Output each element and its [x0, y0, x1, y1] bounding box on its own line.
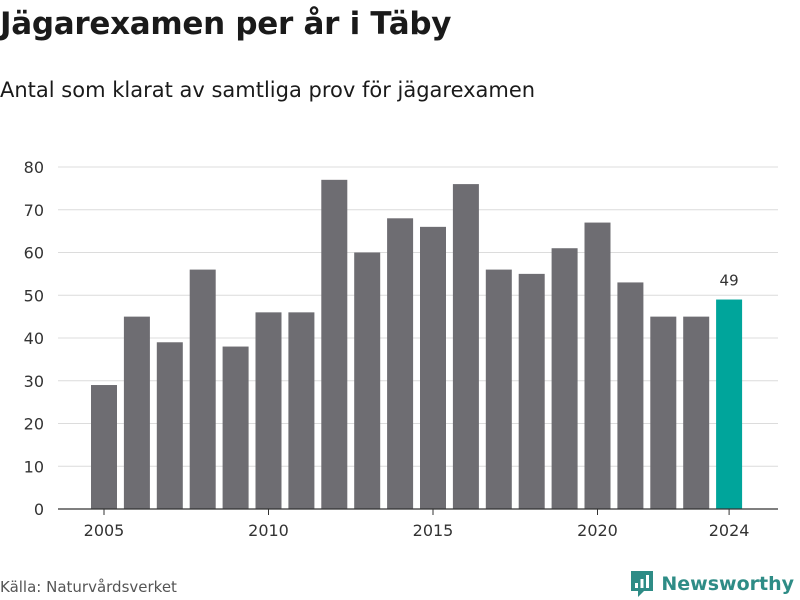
newsworthy-chart-bubble-icon [631, 571, 654, 597]
y-tick-label: 20 [24, 415, 44, 434]
chart-title: Jägarexamen per år i Täby [0, 6, 452, 42]
y-tick-label: 80 [24, 158, 44, 177]
bar [189, 269, 216, 509]
bar [91, 385, 117, 509]
bar [354, 252, 381, 509]
bar [518, 273, 545, 509]
bar [156, 342, 183, 509]
bar [420, 226, 446, 509]
y-tick-label: 30 [24, 372, 44, 391]
y-tick-label: 10 [24, 457, 44, 476]
brand-name: Newsworthy [661, 573, 794, 595]
y-tick-label: 40 [24, 329, 44, 348]
bar [683, 316, 710, 509]
bar [617, 282, 644, 509]
bar [584, 222, 611, 509]
x-tick-label: 2010 [248, 521, 289, 540]
bar [551, 248, 578, 509]
chart-subtitle: Antal som klarat av samtliga prov för jä… [0, 78, 536, 102]
x-tick-label: 2015 [413, 521, 454, 540]
bar [255, 312, 282, 509]
bar [123, 316, 150, 509]
bar [321, 179, 348, 509]
x-tick-label: 2024 [709, 521, 750, 540]
bar [716, 299, 743, 509]
bar [650, 316, 677, 509]
bar [485, 269, 512, 509]
brand-logo: Newsworthy [629, 568, 794, 600]
bar [387, 218, 414, 510]
bar [452, 184, 479, 509]
source-note: Källa: Naturvårdsverket [0, 578, 177, 596]
x-tick-label: 2005 [84, 521, 125, 540]
x-tick-label: 2020 [577, 521, 618, 540]
data-label: 49 [720, 272, 739, 290]
y-tick-label: 60 [24, 244, 44, 263]
y-tick-label: 50 [24, 286, 44, 305]
bar [288, 312, 315, 509]
y-tick-label: 70 [24, 201, 44, 220]
bar [222, 346, 249, 509]
y-tick-label: 0 [34, 500, 44, 519]
